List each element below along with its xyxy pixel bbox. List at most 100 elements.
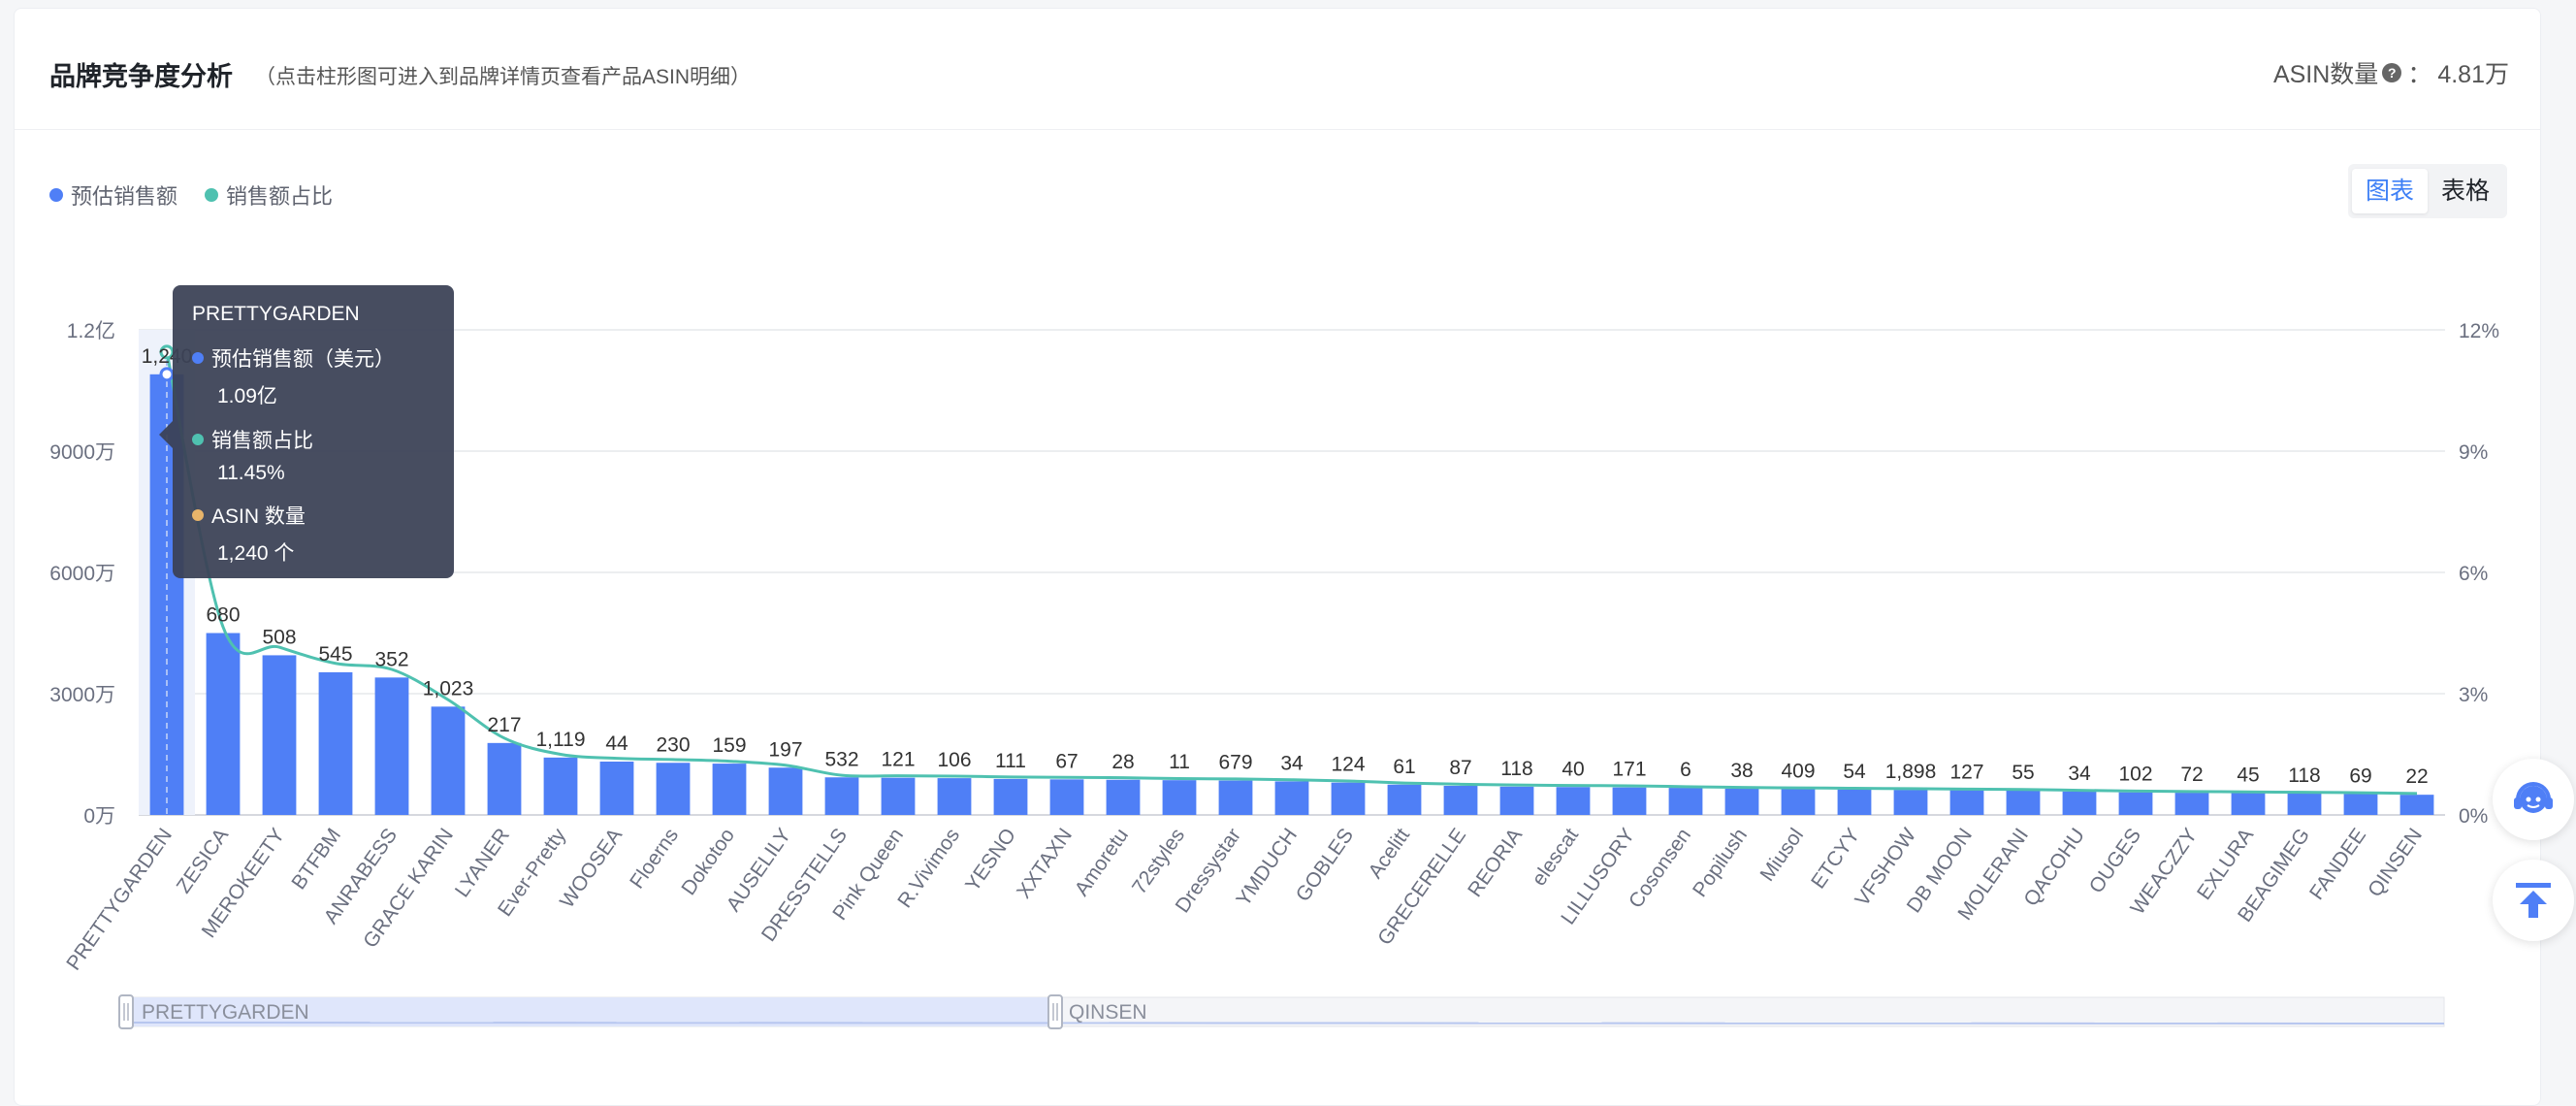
asin-count-label: ASIN数量 — [2272, 61, 2379, 88]
help-icon[interactable]: ? — [2382, 63, 2402, 82]
bar — [2343, 794, 2378, 815]
bar — [1106, 779, 1141, 815]
bar — [1331, 782, 1366, 815]
back-to-top-button[interactable] — [2493, 860, 2574, 941]
x-tick-label: OUGES — [2085, 825, 2145, 897]
bar — [1781, 789, 1816, 815]
y-right-tick-label: 9% — [2459, 441, 2488, 464]
asin-count-label: 197 — [768, 738, 802, 761]
asin-count-label: 28 — [1111, 751, 1134, 773]
asin-count-label: 118 — [1500, 758, 1532, 780]
x-tick-label: Acelitt — [1364, 825, 1414, 883]
x-tick-label: Amoretu — [1071, 825, 1133, 900]
bar — [1049, 779, 1084, 815]
x-tick-label: BTFBM — [287, 825, 345, 894]
asin-count-label: 1,119 — [536, 729, 586, 751]
bar — [1612, 787, 1647, 815]
page-title: 品牌竞争度分析 — [49, 62, 233, 91]
asin-count-label: 22 — [2405, 765, 2428, 788]
tooltip-sales-dot — [192, 352, 204, 364]
tooltip-asin-value: 1,240 个 — [217, 542, 295, 565]
asin-count-label: 532 — [824, 748, 858, 770]
bar — [262, 655, 297, 815]
asin-count-label: 55 — [2012, 762, 2034, 784]
x-tick-label: Popilush — [1689, 825, 1752, 901]
legend-item-share[interactable]: 销售额占比 — [205, 179, 333, 211]
x-tick-label: Floerns — [626, 825, 683, 894]
bar — [1274, 781, 1309, 815]
bar — [2174, 793, 2209, 815]
asin-count-value: 4.81万 — [2437, 61, 2509, 88]
y-left-tick-label: 0万 — [83, 805, 115, 828]
bar — [1949, 790, 1984, 815]
tooltip-share-row: 销售额占比 — [192, 425, 435, 454]
asin-count-label: 545 — [318, 643, 352, 666]
bar — [1668, 788, 1703, 815]
table-view-button[interactable]: 表格 — [2440, 178, 2490, 205]
tooltip-sales-label: 预估销售额（美元） — [211, 348, 395, 371]
headset-icon — [2514, 782, 2553, 813]
bar — [2399, 795, 2434, 815]
asin-count-label: 38 — [1730, 760, 1753, 782]
legend-item-sales[interactable]: 预估销售额 — [49, 179, 177, 211]
tooltip-sales-value: 1.09亿 — [217, 385, 277, 407]
asin-count-label: 40 — [1562, 758, 1584, 780]
asin-count-label: 1,898 — [1885, 761, 1937, 783]
tooltip-brand: PRETTYGARDEN — [192, 303, 360, 325]
asin-count-label: 69 — [2349, 764, 2371, 787]
bar — [1387, 784, 1422, 815]
asin-count-label: 159 — [712, 734, 746, 757]
asin-count-label: 127 — [1949, 762, 1983, 784]
bar — [768, 767, 803, 815]
x-tick-label: elescat — [1528, 825, 1583, 891]
zoom-handle[interactable] — [1047, 994, 1063, 1029]
chart-legend: 预估销售额 销售额占比 — [49, 179, 333, 211]
asin-count-label: 54 — [1843, 761, 1866, 783]
bar — [1443, 786, 1478, 815]
asin-count-label: 61 — [1393, 756, 1415, 778]
y-right-tick-label: 0% — [2459, 805, 2488, 828]
x-tick-label: Miusol — [1755, 825, 1808, 886]
view-toggle: 图表 表格 — [2348, 164, 2507, 218]
x-tick-label: YESNO — [961, 825, 1020, 895]
asin-count-label: 121 — [881, 749, 915, 771]
legend-label-share: 销售额占比 — [226, 184, 334, 209]
chart-view-button[interactable]: 图表 — [2352, 169, 2428, 213]
tooltip-asin-row: ASIN 数量 — [192, 501, 435, 530]
bar — [599, 762, 634, 815]
tooltip-share-value: 11.45% — [217, 462, 285, 484]
bar — [487, 742, 522, 815]
asin-count-label: 6 — [1680, 759, 1691, 781]
bar — [2287, 793, 2322, 815]
zoom-handle[interactable] — [118, 994, 134, 1029]
asin-count-label: 1,023 — [423, 677, 474, 699]
bar — [206, 633, 241, 815]
x-tick-label: ZESICA — [173, 825, 233, 897]
bar — [993, 778, 1028, 815]
asin-count-label: 87 — [1449, 757, 1471, 779]
bar — [712, 764, 747, 815]
x-tick-label: REORIA — [1464, 825, 1527, 901]
bar — [937, 778, 972, 815]
customer-service-button[interactable] — [2493, 759, 2574, 840]
bar — [543, 757, 578, 815]
chart-tooltip: PRETTYGARDEN 预估销售额（美元） 1.09亿 销售额占比 11.45… — [159, 285, 454, 578]
y-right-tick-label: 6% — [2459, 563, 2488, 585]
bar — [1837, 789, 1872, 815]
bar — [2231, 793, 2266, 815]
asin-count-label: 45 — [2237, 764, 2259, 787]
tooltip-asin-label: ASIN 数量 — [211, 505, 306, 528]
asin-count-label: 171 — [1612, 759, 1646, 781]
bar — [2006, 791, 2041, 815]
share-line — [165, 351, 2418, 796]
asin-count-label: 111 — [995, 750, 1026, 772]
bar — [318, 671, 353, 815]
x-tick-label: XXTAXN — [1013, 825, 1077, 903]
legend-dot-sales — [49, 188, 63, 202]
card-header: 品牌竞争度分析 （点击柱形图可进入到品牌详情页查看产品ASIN明细） ASIN数… — [15, 9, 2540, 130]
legend-label-sales: 预估销售额 — [71, 184, 178, 209]
zoom-end-label: QINSEN — [1069, 1001, 1147, 1024]
y-left-tick-label: 9000万 — [49, 441, 115, 464]
asin-count-sep: ： — [2407, 61, 2432, 88]
